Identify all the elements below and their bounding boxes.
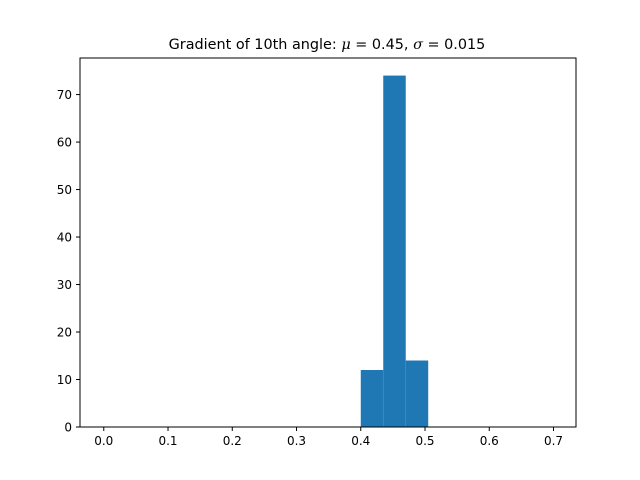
y-tick-label: 50 xyxy=(57,183,72,197)
y-tick-label: 70 xyxy=(57,88,72,102)
title-prefix: Gradient of 10th angle: xyxy=(169,37,342,53)
y-tick-label: 30 xyxy=(57,278,72,292)
x-tick-label: 0.5 xyxy=(415,434,434,448)
x-tick-label: 0.1 xyxy=(158,434,177,448)
x-tick-label: 0.2 xyxy=(223,434,242,448)
y-tick-label: 0 xyxy=(64,421,72,435)
x-tick-label: 0.4 xyxy=(351,434,370,448)
x-axis-ticks: 0.0 0.1 0.2 0.3 0.4 0.5 0.6 0.7 xyxy=(94,427,563,448)
y-tick-label: 10 xyxy=(57,373,72,387)
y-tick-label: 20 xyxy=(57,326,72,340)
title-mu-symbol: μ xyxy=(341,37,350,53)
chart-title: Gradient of 10th angle: μ = 0.45, σ = 0.… xyxy=(169,37,486,53)
title-sigma-value: = 0.015 xyxy=(427,37,485,53)
title-mu-value: = 0.45, xyxy=(355,37,413,53)
title-sigma-symbol: σ xyxy=(413,37,424,53)
y-axis-ticks: 0 10 20 30 40 50 60 70 xyxy=(57,88,80,435)
histogram-bar-2 xyxy=(405,360,429,427)
bars-layer xyxy=(360,75,429,428)
x-tick-label: 0.7 xyxy=(544,434,563,448)
plot-area-frame xyxy=(79,57,577,428)
histogram-bar-0 xyxy=(360,370,384,427)
histogram-bar-1 xyxy=(383,75,406,428)
x-tick-label: 0.0 xyxy=(94,434,113,448)
x-tick-label: 0.6 xyxy=(480,434,499,448)
x-tick-label: 0.3 xyxy=(287,434,306,448)
y-tick-label: 60 xyxy=(57,136,72,150)
y-tick-label: 40 xyxy=(57,231,72,245)
